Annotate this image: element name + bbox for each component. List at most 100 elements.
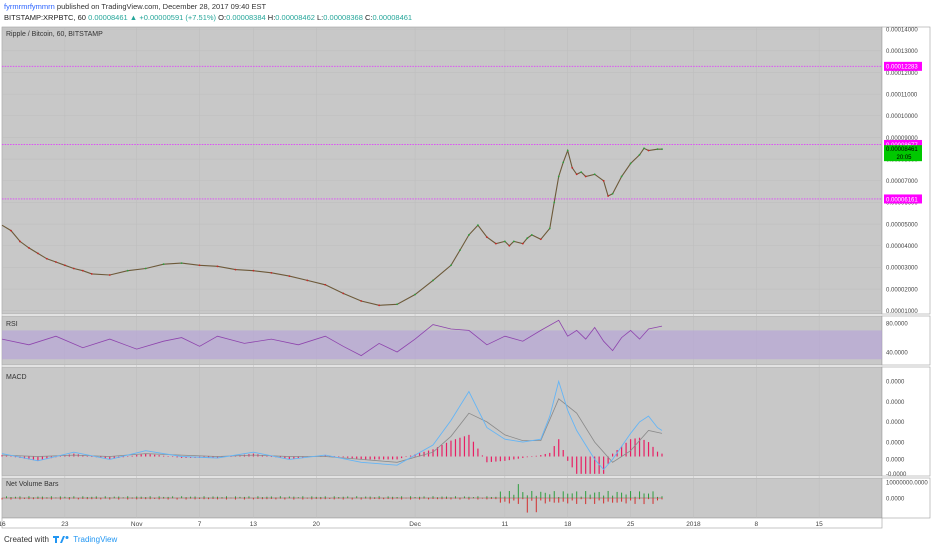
volume-bar-up	[549, 494, 551, 498]
volume-bar-down	[109, 498, 111, 500]
volume-bar-down	[477, 498, 479, 500]
macd-histogram-bar	[472, 441, 475, 457]
macd-histogram-bar	[86, 455, 88, 457]
macd-histogram-bar	[351, 456, 353, 459]
tradingview-brand[interactable]: TradingView	[73, 535, 118, 544]
price-point	[324, 283, 327, 286]
volume-bar-up	[279, 496, 281, 498]
volume-bar-down	[234, 498, 236, 500]
last-price-label: 0.00008461	[886, 147, 918, 153]
macd-histogram-bar	[508, 456, 510, 461]
volume-bar-down	[149, 498, 151, 500]
volume-bar-up	[37, 496, 39, 498]
volume-bar-down	[387, 498, 389, 499]
macd-histogram-bar	[23, 456, 26, 459]
volume-bar-up	[621, 492, 623, 498]
volume-bar-up	[10, 496, 12, 498]
volume-bar-down	[221, 498, 223, 499]
macd-histogram-bar	[324, 455, 326, 457]
volume-bar-down	[652, 498, 654, 504]
price-point	[521, 242, 524, 245]
volume-bar-down	[540, 498, 542, 501]
price-point	[360, 300, 363, 302]
volume-pane-title: Net Volume Bars	[6, 481, 59, 488]
volume-bar-down	[657, 498, 659, 501]
macd-histogram-bar	[652, 446, 654, 457]
price-point	[28, 247, 30, 249]
price-point	[216, 265, 219, 268]
price-point	[54, 261, 57, 263]
macd-histogram-bar	[136, 455, 138, 457]
macd-signal-line	[1, 398, 663, 463]
author-link[interactable]: fyrmrmrfymmrn	[4, 2, 55, 11]
volume-bar-down	[450, 498, 452, 500]
volume-bar-down	[378, 498, 380, 500]
volume-bar-down	[324, 498, 326, 500]
volume-bar-up	[365, 496, 367, 498]
volume-bar-up	[378, 496, 380, 498]
volume-bar-up	[553, 491, 555, 498]
volume-bar-up	[454, 496, 456, 498]
macd-histogram-bar	[418, 453, 421, 457]
volume-bar-down	[315, 498, 317, 499]
volume-bar-up	[342, 496, 344, 498]
volume-bar-down	[91, 498, 93, 500]
volume-bar-up	[634, 496, 636, 498]
macd-histogram-bar	[167, 456, 169, 457]
price-point	[468, 234, 470, 236]
volume-bar-down	[410, 498, 412, 500]
macd-histogram-bar	[172, 456, 174, 458]
volume-bar-up	[91, 496, 93, 498]
volume-bar-up	[445, 496, 447, 498]
volume-bar-down	[567, 498, 569, 504]
macd-histogram-bar	[14, 456, 17, 458]
volume-bar-down	[19, 498, 21, 500]
macd-histogram-bar	[32, 456, 35, 461]
volume-bar-up	[145, 497, 147, 498]
volume-bar-up	[356, 496, 358, 498]
level-label-box	[884, 194, 922, 204]
volume-bar-down	[194, 498, 196, 500]
volume-bar-down	[432, 498, 434, 499]
volume-bar-up	[648, 493, 650, 498]
macd-histogram-bar	[347, 456, 349, 458]
volume-bar-up	[517, 484, 519, 498]
volume-bar-down	[648, 498, 650, 500]
volume-bar-down	[306, 498, 308, 499]
macd-histogram-bar	[392, 456, 394, 460]
volume-bar-up	[14, 496, 16, 498]
volume-bar-down	[131, 498, 133, 499]
macd-histogram-bar	[656, 451, 659, 457]
tradingview-logo-icon	[53, 536, 69, 544]
macd-histogram-bar	[131, 455, 133, 457]
volume-bar-up	[392, 496, 394, 498]
macd-histogram-bar	[454, 439, 457, 457]
volume-bar-up	[261, 497, 263, 498]
macd-histogram-bar	[576, 456, 578, 474]
pane-background-macd	[1, 366, 883, 477]
volume-bar-up	[311, 496, 313, 498]
price-point	[526, 237, 529, 240]
macd-histogram-bar	[270, 456, 272, 458]
trading-chart[interactable]: 16 23 Nov 7 13 20 Dec 11 18 25 2018 8 15 0.00014000 0.…	[0, 23, 932, 533]
macd-histogram-bar	[122, 456, 124, 458]
volume-bar-up	[499, 491, 501, 498]
volume-bar-up	[419, 496, 421, 498]
volume-bar-down	[163, 498, 165, 499]
last-price-box	[884, 145, 922, 162]
macd-tick-label: 0.0000	[886, 400, 905, 406]
price-point	[37, 252, 39, 255]
volume-bar-down	[369, 498, 371, 500]
macd-histogram-bar	[302, 456, 304, 458]
volume-bar-down	[203, 498, 205, 500]
time-tick-label: 8	[754, 521, 758, 528]
macd-histogram-bar	[450, 440, 452, 457]
volume-bar-up	[410, 496, 412, 498]
volume-bar-down	[437, 498, 439, 500]
footer: Created with TradingView	[4, 535, 117, 544]
volume-bar-up	[504, 496, 506, 498]
price-point	[580, 171, 583, 174]
volume-bar-up	[243, 496, 245, 498]
volume-bar-down	[522, 498, 524, 500]
macd-histogram-bar	[620, 446, 623, 457]
